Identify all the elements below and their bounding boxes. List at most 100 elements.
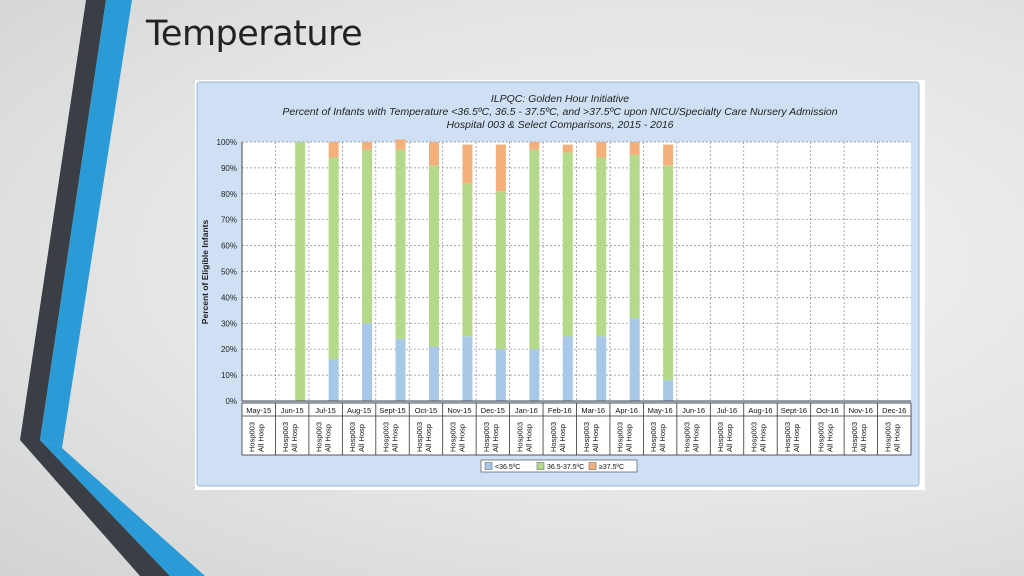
bar-segment <box>395 338 406 401</box>
x-category-label: Sept-16 <box>781 406 807 415</box>
x-subgroup-label: Hosp003 <box>549 422 558 452</box>
x-subgroup-label: All Hosp <box>725 424 734 452</box>
bar-segment <box>495 191 506 350</box>
x-subgroup-label: Hosp003 <box>281 422 290 452</box>
bar-segment <box>428 165 439 347</box>
legend-label: ≥37.5ºC <box>599 464 624 471</box>
y-tick-label: 50% <box>221 268 237 277</box>
x-category-label: Jun-16 <box>682 406 705 415</box>
x-subgroup-label: All Hosp <box>792 424 801 452</box>
bar-segment <box>562 144 573 153</box>
bar-segment <box>428 142 439 166</box>
y-tick-label: 100% <box>217 138 237 147</box>
bar-segment <box>529 349 540 401</box>
y-tick-label: 20% <box>221 345 237 354</box>
bar-segment <box>462 336 473 401</box>
y-tick-label: 30% <box>221 319 237 328</box>
x-subgroup-label: All Hosp <box>391 424 400 452</box>
bar-segment <box>562 152 573 337</box>
slide-decoration <box>20 0 205 576</box>
y-tick-label: 90% <box>221 164 237 173</box>
x-subgroup-label: All Hosp <box>491 424 500 452</box>
x-category-label: Sept-15 <box>379 406 405 415</box>
x-subgroup-label: All Hosp <box>892 424 901 452</box>
x-subgroup-label: Hosp003 <box>683 422 692 452</box>
gridlines <box>242 141 911 401</box>
y-tick-label: 40% <box>221 293 237 302</box>
bar-segment <box>663 165 674 381</box>
x-subgroup-label: Hosp003 <box>415 422 424 452</box>
x-subgroup-label: All Hosp <box>591 424 600 452</box>
bar-segment <box>495 349 506 401</box>
x-subgroup-label: All Hosp <box>424 424 433 452</box>
bar-segment <box>495 144 506 192</box>
bar-segment <box>629 142 640 155</box>
x-subgroup-label: Hosp003 <box>649 422 658 452</box>
legend-swatch <box>588 462 597 470</box>
y-tick-label: 0% <box>225 397 237 406</box>
bars <box>295 139 674 401</box>
x-subgroup-label: All Hosp <box>290 424 299 452</box>
legend-swatch <box>484 462 493 470</box>
x-category-label: Jul-15 <box>315 406 335 415</box>
x-subgroup-label: Hosp003 <box>783 422 792 452</box>
x-category-label: May-16 <box>648 406 673 415</box>
x-category-label: Oct-15 <box>415 406 438 415</box>
dark-lower-stripe <box>20 440 170 576</box>
x-subgroup-label: Hosp003 <box>883 422 892 452</box>
y-tick-label: 60% <box>221 242 237 251</box>
bar-segment <box>562 336 573 401</box>
bar-segment <box>328 157 339 360</box>
x-subgroup-label: Hosp003 <box>582 422 591 452</box>
y-tick-label: 10% <box>221 371 237 380</box>
y-axis-ticks: 0% 10% 20% 30% 40% 50% 60% 70% 80% 90% 100% <box>217 138 237 406</box>
bar-segment <box>462 183 473 337</box>
x-category-label: Oct-16 <box>816 406 839 415</box>
legend: <36.5ºC 36.5-37.5ºC ≥37.5ºC <box>480 459 638 473</box>
y-axis-label: Percent of Eligible Infants <box>200 220 210 325</box>
x-category-label: Feb-16 <box>548 406 572 415</box>
bar-segment <box>529 149 540 350</box>
legend-box <box>480 459 638 473</box>
x-subgroup-label: All Hosp <box>625 424 634 452</box>
x-category-label: May-15 <box>246 406 271 415</box>
x-subgroup-label: All Hosp <box>825 424 834 452</box>
chart-title: ILPQC: Golden Hour Initiative <box>491 93 629 105</box>
x-subgroup-label: All Hosp <box>357 424 366 452</box>
bar-segment <box>596 142 607 158</box>
x-subgroup-label: Hosp003 <box>348 422 357 452</box>
x-subgroup-label: All Hosp <box>558 424 567 452</box>
bar-segment <box>663 380 674 401</box>
legend-swatch <box>536 462 545 470</box>
x-subgroup-label: Hosp003 <box>382 422 391 452</box>
bar-segment <box>529 142 540 150</box>
blue-lower-stripe <box>40 440 205 576</box>
x-subgroup-label: Hosp003 <box>850 422 859 452</box>
dark-accent-stripe <box>20 0 106 440</box>
x-subgroup-label: Hosp003 <box>482 422 491 452</box>
x-subgroup-label: All Hosp <box>758 424 767 452</box>
x-subgroup-label: All Hosp <box>692 424 701 452</box>
slide-title: Temperature <box>146 14 363 54</box>
x-subgroup-label: Hosp003 <box>448 422 457 452</box>
bar-segment <box>295 142 306 401</box>
bar-segment <box>362 149 373 324</box>
bar-segment <box>395 139 406 150</box>
temperature-chart: ILPQC: Golden Hour Initiative Percent of… <box>196 81 920 487</box>
x-category-label: Jul-16 <box>717 406 737 415</box>
x-subgroup-label: Hosp003 <box>716 422 725 452</box>
y-tick-label: 80% <box>221 190 237 199</box>
x-subgroup-label: All Hosp <box>324 424 333 452</box>
x-category-label: Dec-16 <box>882 406 906 415</box>
x-category-label: Aug-15 <box>347 406 371 415</box>
x-category-label: Jun-15 <box>281 406 304 415</box>
x-subgroup-label: Hosp003 <box>248 422 257 452</box>
bar-segment <box>462 144 473 184</box>
x-category-label: Nov-16 <box>849 406 873 415</box>
y-tick-label: 70% <box>221 216 237 225</box>
x-category-label: Mar-16 <box>581 406 605 415</box>
bar-segment <box>663 144 674 166</box>
bar-segment <box>362 142 373 150</box>
x-subgroup-label: Hosp003 <box>816 422 825 452</box>
